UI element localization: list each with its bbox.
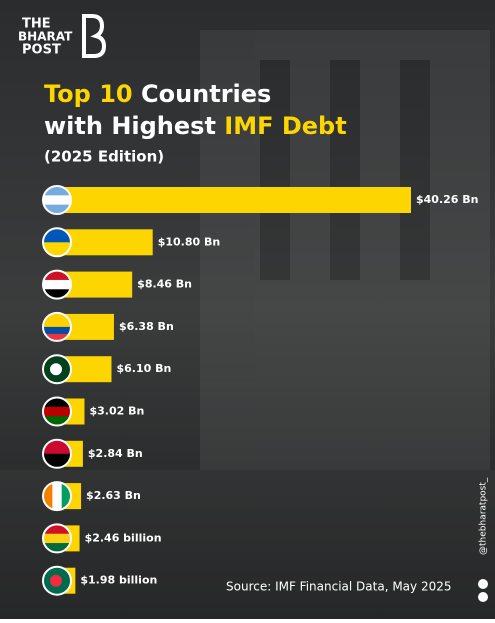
flag-border — [42, 481, 72, 512]
flag — [43, 482, 71, 511]
flag-border — [42, 438, 72, 469]
value-label: $2.63 Bn — [86, 489, 141, 502]
flag-stripe — [43, 204, 71, 214]
chart-title: Top 10 Countries — [44, 80, 271, 108]
bar — [58, 187, 411, 213]
flag-stripe — [43, 228, 71, 243]
building — [0, 30, 495, 619]
flag-border — [42, 523, 72, 554]
flag-stripe — [43, 195, 71, 206]
flag — [43, 270, 71, 299]
flag-stripe — [61, 482, 71, 511]
flag-emblem — [50, 363, 62, 376]
flag-emblem — [50, 574, 62, 587]
value-label: $2.46 billion — [85, 531, 162, 544]
title-segment: with Highest — [44, 112, 224, 140]
logo: THE BHARAT POST — [18, 14, 107, 58]
flag-border — [42, 565, 72, 596]
flag-stripe — [43, 533, 71, 544]
flag-stripe — [43, 186, 71, 196]
flag-stripe — [43, 439, 71, 455]
value-label: $2.84 Bn — [88, 447, 143, 460]
flag — [43, 186, 71, 214]
flag-stripe — [43, 416, 71, 426]
flag-stripe — [43, 406, 71, 417]
flag-border — [42, 396, 72, 427]
flag-stripe — [52, 482, 63, 511]
flag-stripe — [43, 524, 71, 535]
flag-border — [42, 354, 72, 385]
flag-stripe — [43, 453, 71, 468]
brand-text: BHARAT — [18, 30, 73, 44]
chart-title: with Highest IMF Debt — [44, 112, 347, 140]
brand-text: THE — [22, 17, 51, 32]
logo-mark — [82, 14, 107, 58]
value-label: $40.26 Bn — [416, 193, 479, 206]
value-label: $10.80 Bn — [158, 235, 221, 248]
subtitle: (2025 Edition) — [44, 148, 164, 166]
title-segment: Countries — [133, 80, 272, 108]
flag-stripe — [43, 333, 71, 341]
social-icon — [478, 579, 488, 589]
flag — [43, 228, 71, 257]
flag — [43, 397, 71, 426]
value-label: $8.46 Bn — [137, 278, 192, 291]
flag-border — [42, 311, 72, 342]
flag — [43, 524, 71, 553]
flag-stripe — [43, 326, 71, 335]
value-label: $3.02 Bn — [89, 405, 144, 418]
value-label: $6.10 Bn — [116, 362, 171, 375]
title-segment: IMF Debt — [224, 112, 346, 140]
flag-stripe — [43, 279, 71, 290]
flag-stripe — [43, 270, 71, 281]
flag-stripe — [43, 482, 53, 511]
flag-border — [42, 269, 72, 300]
flag-stripe — [43, 289, 71, 299]
flag — [43, 439, 71, 468]
brand-text: POST — [22, 43, 61, 58]
value-label: $6.38 Bn — [119, 320, 174, 333]
flag-stripe — [43, 319, 71, 328]
flag-stripe — [43, 543, 71, 553]
bar — [58, 229, 153, 256]
flag-border — [42, 185, 72, 215]
value-label: $1.98 billion — [80, 574, 157, 587]
handle: @thebharatpost_ — [479, 477, 489, 555]
flag-stripe — [43, 312, 71, 321]
flag — [43, 312, 71, 341]
flag-stripe — [43, 242, 71, 257]
source: Source: IMF Financial Data, May 2025 — [226, 580, 452, 594]
flag-stripe — [43, 397, 71, 408]
flag-border — [42, 227, 72, 258]
title-segment: Top 10 — [44, 80, 133, 108]
social-icon — [478, 592, 488, 602]
